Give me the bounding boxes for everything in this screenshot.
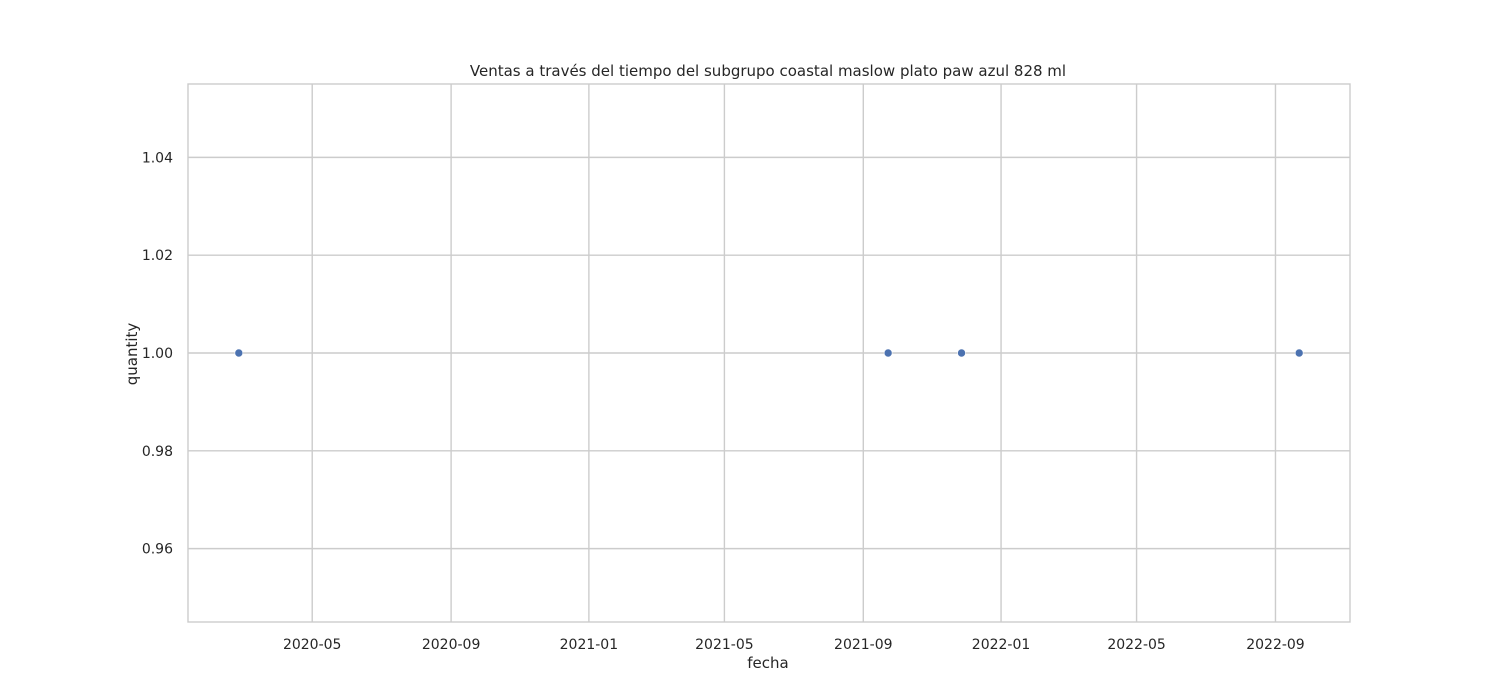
data-point [1294, 348, 1304, 358]
x-tick-label: 2022-09 [1246, 637, 1305, 653]
data-point [234, 348, 244, 358]
x-tick-label: 2020-05 [283, 637, 342, 653]
x-axis-label: fecha [747, 654, 788, 672]
y-tick-label: 1.04 [142, 150, 173, 166]
plot-frame [187, 83, 1351, 623]
x-tick-labels: 2020-05 2020-09 2021-01 2021-05 2021-09 2022-… [283, 637, 1305, 653]
x-tick-label: 2021-09 [834, 637, 893, 653]
x-tick-label: 2021-01 [560, 637, 619, 653]
x-tick-label: 2020-09 [422, 637, 481, 653]
data-point [883, 348, 893, 358]
y-axis-label: quantity [123, 323, 141, 386]
data-points [234, 348, 1304, 358]
grid-lines [188, 84, 1350, 622]
y-tick-label: 0.96 [142, 542, 173, 558]
chart-title: Ventas a través del tiempo del subgrupo … [470, 62, 1066, 80]
x-tick-label: 2022-05 [1107, 637, 1166, 653]
x-tick-label: 2022-01 [972, 637, 1031, 653]
y-tick-labels: 0.96 0.98 1.00 1.02 1.04 [142, 150, 173, 557]
y-tick-label: 0.98 [142, 444, 173, 460]
y-tick-label: 1.00 [142, 346, 173, 362]
x-tick-label: 2021-05 [695, 637, 754, 653]
data-point [957, 348, 966, 358]
y-tick-label: 1.02 [142, 248, 173, 264]
